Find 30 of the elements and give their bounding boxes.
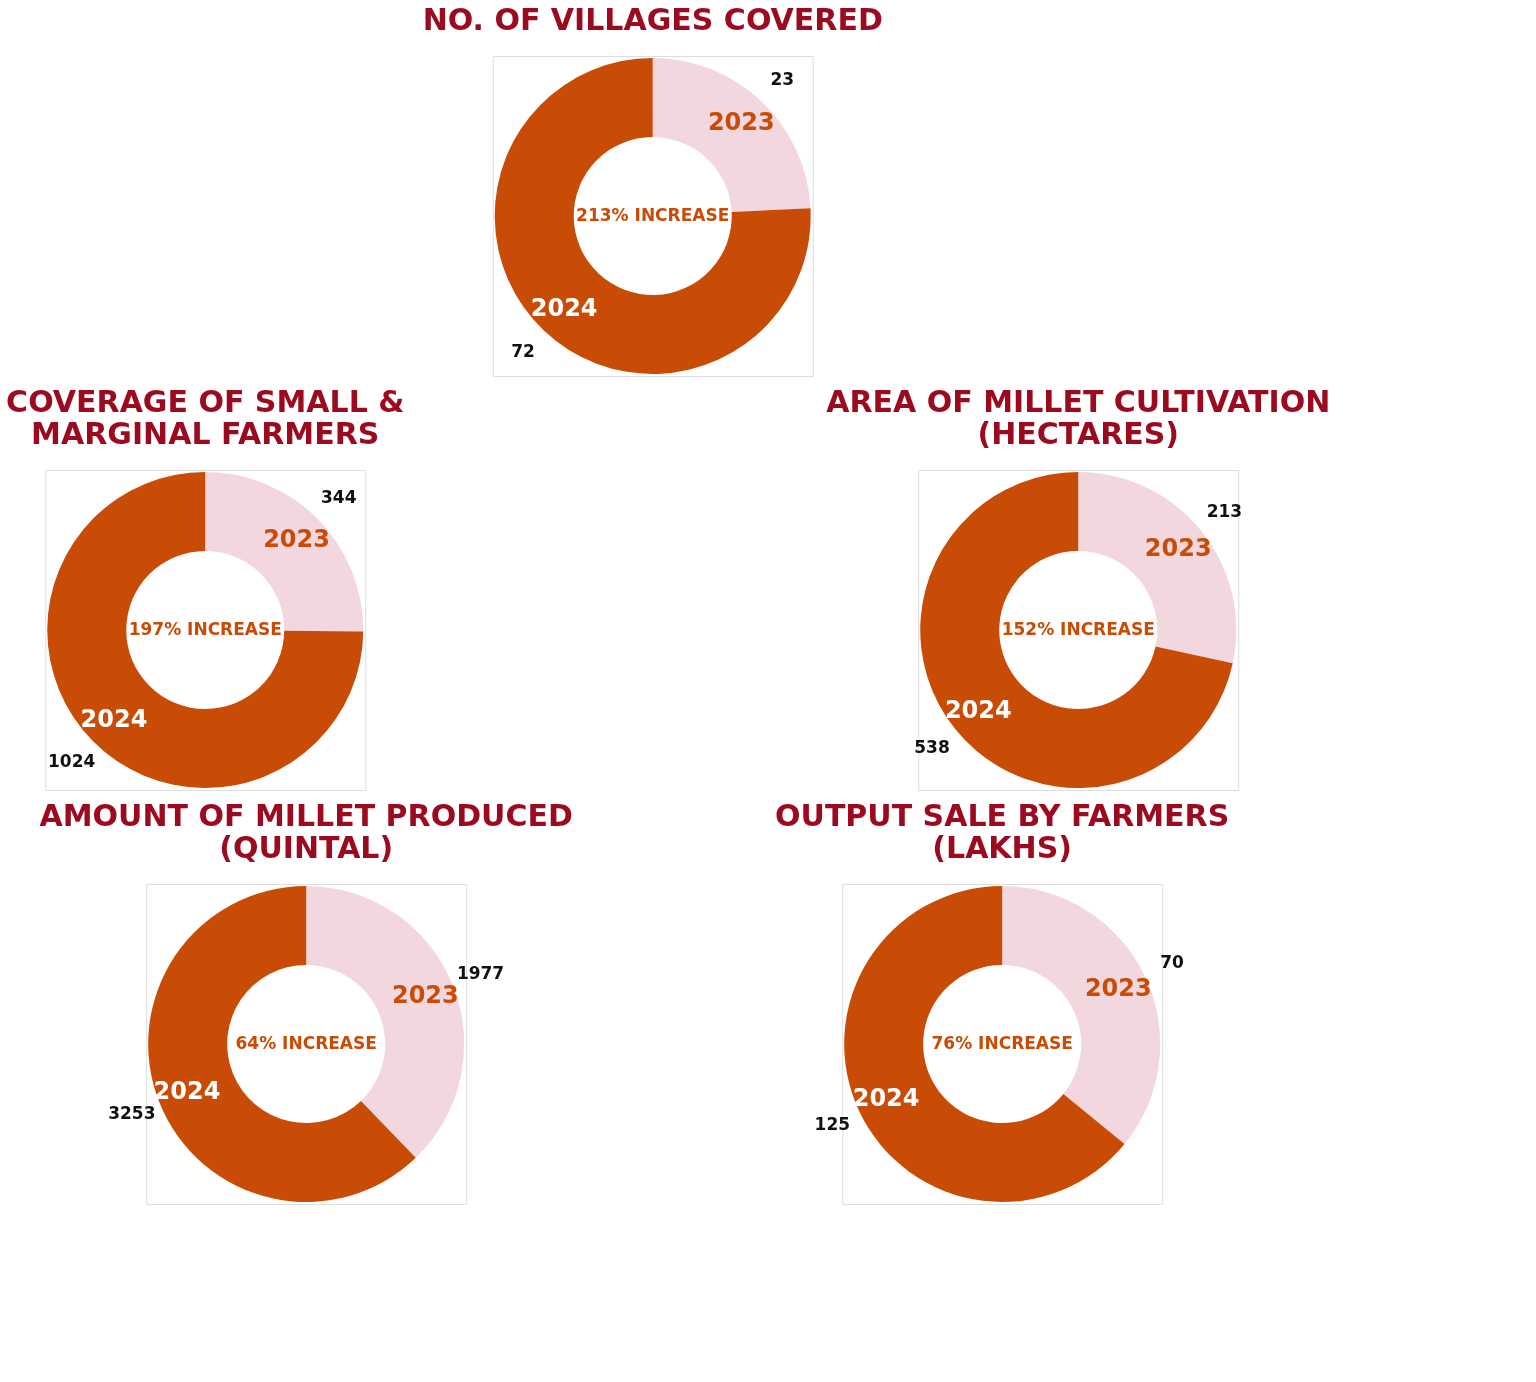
text: 152% INCREASE (1001, 619, 1155, 639)
data-label: 72 (511, 341, 535, 362)
data-label: 1024 (48, 751, 96, 772)
data-label: 344 (321, 486, 357, 507)
data-label: 70 (1160, 952, 1185, 973)
slice-label: 2024 (153, 1077, 221, 1106)
slice-label: 2023 (263, 524, 330, 553)
chart-title: AMOUNT OF MILLET PRODUCED (QUINTAL) (39, 798, 573, 865)
slice-label: 2024 (852, 1084, 920, 1113)
chart-title: COVERAGE OF SMALL & MARGINAL FARMERS (6, 384, 405, 451)
chart-title: NO. OF VILLAGES COVERED (422, 2, 883, 37)
slice-label: 2023 (707, 107, 775, 136)
text: 64% INCREASE (235, 1033, 377, 1053)
chart-title: AREA OF MILLET CULTIVATION (HECTARES) (826, 384, 1331, 451)
chart-title: OUTPUT SALE BY FARMERS (LAKHS) (775, 798, 1230, 865)
text: 76% INCREASE (931, 1033, 1073, 1053)
data-label: 213 (1206, 500, 1243, 521)
slice-label: 2023 (1084, 973, 1152, 1002)
data-label: 23 (770, 68, 795, 89)
slice-label: 2024 (530, 294, 598, 323)
data-label: 1977 (456, 962, 505, 983)
data-label: 3253 (108, 1103, 156, 1124)
slice-label: 2024 (80, 705, 148, 734)
data-label: 125 (814, 1113, 851, 1134)
data-label: 538 (914, 737, 950, 758)
slice-label: 2023 (391, 980, 459, 1009)
slice-label: 2023 (1144, 534, 1212, 563)
slice-label: 2024 (944, 695, 1012, 724)
text: 197% INCREASE (128, 619, 282, 639)
text: 213% INCREASE (576, 205, 730, 225)
